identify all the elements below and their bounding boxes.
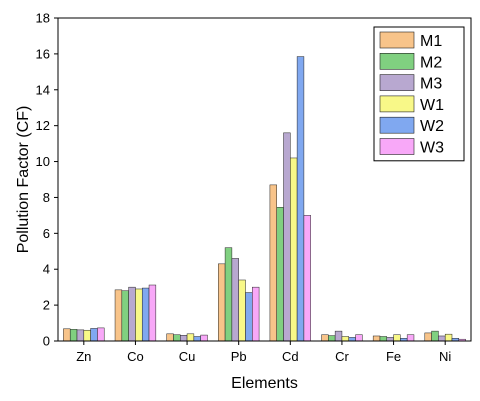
bar-w1-cu: [186, 333, 195, 342]
x-tick-label-cd: Cd: [282, 349, 299, 364]
bar-w1-fe: [393, 334, 401, 342]
bar-w3-cr: [355, 334, 363, 342]
bar-w1-co: [135, 288, 143, 342]
bar-w3-pb: [252, 286, 260, 342]
legend-label-w1: W1: [420, 97, 444, 114]
bar-w1-pb: [238, 279, 246, 342]
x-axis-ticks: Zn Co Cu Pb Cd Cr Fe Ni: [76, 341, 451, 364]
y-tick-label: 2: [43, 298, 50, 313]
axes-layer: [57, 17, 472, 342]
bar-m3-cr: [334, 330, 343, 342]
bar-m1-co: [114, 289, 123, 342]
plot-frame: [57, 17, 472, 342]
y-tick-label: 0: [43, 334, 50, 349]
bar-w1-zn: [83, 329, 91, 342]
legend: M1 M2 M3 W1 W2 W3: [373, 26, 465, 162]
bar-w3-co: [148, 284, 157, 342]
bar-m2-fe: [379, 336, 388, 342]
bar-m1-cr: [321, 334, 329, 342]
x-tick-label-cr: Cr: [335, 349, 349, 364]
bar-m2-cu: [173, 334, 181, 342]
bar-m3-cu: [180, 335, 188, 342]
y-tick-label: 8: [43, 190, 50, 205]
bar-m2-ni: [431, 330, 439, 342]
bar-m2-zn: [69, 329, 78, 342]
bar-w3-cu: [200, 334, 208, 342]
x-tick-label-zn: Zn: [76, 349, 91, 364]
bar-w2-cr: [348, 337, 356, 342]
legend-label-m2: M2: [420, 54, 442, 71]
legend-swatch-m2: [379, 52, 415, 70]
y-axis-label: Pollution Factor (CF): [15, 106, 32, 254]
bar-w2-cd: [296, 56, 305, 342]
x-tick-label-ni: Ni: [439, 349, 451, 364]
y-tick-label: 4: [43, 262, 50, 277]
x-tick-label-cu: Cu: [179, 349, 196, 364]
bar-w3-cd: [303, 215, 311, 342]
bar-m1-cu: [166, 333, 174, 342]
bar-m1-zn: [63, 328, 71, 342]
bar-m3-fe: [386, 337, 394, 342]
legend-swatch-m3: [379, 74, 415, 91]
x-tick-label-co: Co: [127, 349, 144, 364]
bar-w1-cd: [290, 157, 298, 342]
legend-label-m3: M3: [420, 76, 442, 93]
bar-m2-cr: [328, 335, 336, 342]
bar-m2-pb: [224, 247, 233, 342]
bars-layer: [63, 56, 466, 342]
legend-swatch-m1: [379, 31, 415, 49]
bar-m1-ni: [424, 332, 432, 342]
y-tick-label: 18: [36, 11, 50, 26]
bar-m1-pb: [218, 263, 226, 342]
legend-label-w3: W3: [420, 140, 444, 157]
bar-m3-ni: [438, 335, 446, 342]
bar-w3-fe: [406, 334, 415, 342]
y-tick-label: 6: [43, 226, 50, 241]
bar-m3-co: [128, 286, 136, 342]
legend-swatch-w2: [379, 116, 415, 134]
x-tick-label-fe: Fe: [386, 349, 401, 364]
y-tick-label: 14: [36, 82, 50, 97]
bar-m1-fe: [372, 335, 381, 342]
bar-m3-zn: [76, 329, 85, 342]
bar-w2-pb: [245, 292, 253, 342]
bar-m2-cd: [276, 207, 284, 342]
bar-m1-cd: [269, 184, 277, 342]
legend-swatch-w1: [379, 95, 415, 113]
bar-w3-zn: [97, 327, 105, 342]
x-axis-label: Elements: [231, 375, 298, 392]
legend-swatch-w3: [379, 138, 415, 155]
bar-w1-cr: [341, 336, 349, 342]
y-axis-ticks: 0 2 4 6 8 10 12 14 16 18: [36, 11, 58, 349]
legend-label-m1: M1: [420, 33, 442, 50]
bar-w1-ni: [444, 333, 453, 342]
bar-w2-cu: [193, 336, 201, 342]
bar-m2-co: [121, 290, 129, 342]
y-tick-label: 12: [36, 118, 50, 133]
bar-m3-pb: [231, 258, 239, 342]
x-tick-label-pb: Pb: [231, 349, 247, 364]
bar-m3-cd: [283, 132, 291, 342]
legend-label-w2: W2: [420, 118, 444, 135]
y-tick-label: 10: [36, 154, 50, 169]
bar-w2-zn: [90, 328, 98, 342]
bar-w2-co: [141, 287, 150, 342]
y-tick-label: 16: [36, 46, 50, 61]
